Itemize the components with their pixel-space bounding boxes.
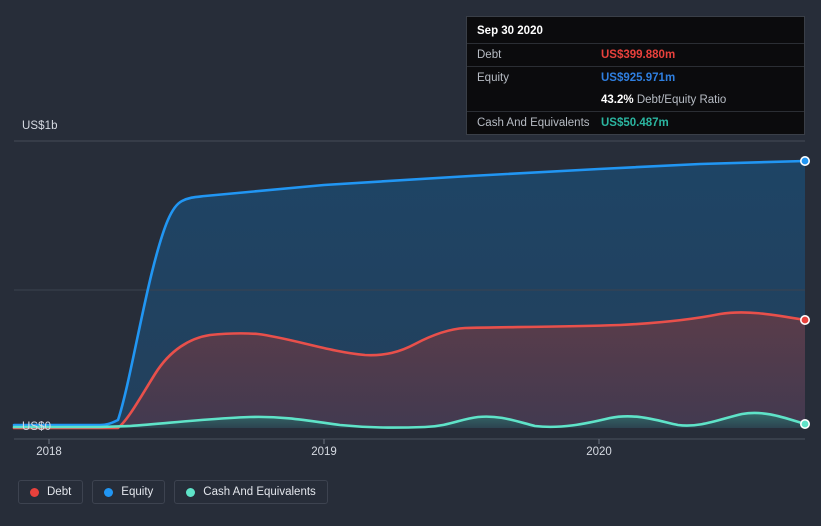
tooltip-row-cash: Cash And Equivalents US$50.487m (467, 111, 804, 134)
cash-endpoint-marker (799, 418, 810, 429)
equity-line (12, 159, 807, 427)
x-axis-tick-2018: 2018 (36, 446, 62, 458)
tooltip-ratio-value: 43.2% (601, 94, 634, 106)
chart-tooltip: Sep 30 2020 Debt US$399.880m Equity US$9… (466, 16, 805, 135)
legend-label-debt: Debt (47, 486, 72, 498)
tooltip-label-debt: Debt (477, 49, 502, 61)
x-axis-tick-2020: 2020 (586, 446, 612, 458)
chart-legend: Debt Equity Cash And Equivalents (18, 480, 328, 504)
tooltip-date: Sep 30 2020 (477, 25, 543, 37)
debt-line (12, 311, 807, 430)
x-axis-tick-2019: 2019 (311, 446, 337, 458)
y-axis-zero-label: US$0 (22, 421, 52, 433)
legend-item-cash[interactable]: Cash And Equivalents (174, 480, 328, 504)
tooltip-value-equity: US$925.971m (601, 72, 676, 84)
tooltip-ratio: 43.2% Debt/Equity Ratio (601, 94, 726, 106)
tooltip-row-equity: Equity US$925.971m (467, 66, 804, 89)
legend-item-debt[interactable]: Debt (18, 480, 84, 504)
tooltip-value-debt: US$399.880m (601, 49, 676, 61)
cash-line (12, 411, 807, 429)
tooltip-row-debt: Debt US$399.880m (467, 43, 804, 66)
legend-item-equity[interactable]: Equity (92, 480, 166, 504)
tooltip-label-cash: Cash And Equivalents (477, 117, 590, 129)
legend-label-equity: Equity (121, 486, 154, 498)
legend-label-cash: Cash And Equivalents (203, 486, 316, 498)
debt-area (14, 312, 805, 428)
tooltip-row-ratio: 43.2% Debt/Equity Ratio (467, 89, 804, 111)
legend-dot-cash-icon (186, 487, 196, 497)
cash-area (14, 412, 805, 428)
y-axis-top-label: US$1b (22, 120, 58, 132)
tooltip-label-equity: Equity (477, 72, 509, 84)
legend-dot-equity-icon (104, 487, 114, 497)
debt-endpoint-marker (799, 314, 810, 325)
tooltip-ratio-label: Debt/Equity Ratio (636, 94, 727, 106)
tooltip-value-cash: US$50.487m (601, 117, 669, 129)
legend-dot-debt-icon (30, 487, 39, 497)
equity-endpoint-marker (799, 156, 810, 167)
